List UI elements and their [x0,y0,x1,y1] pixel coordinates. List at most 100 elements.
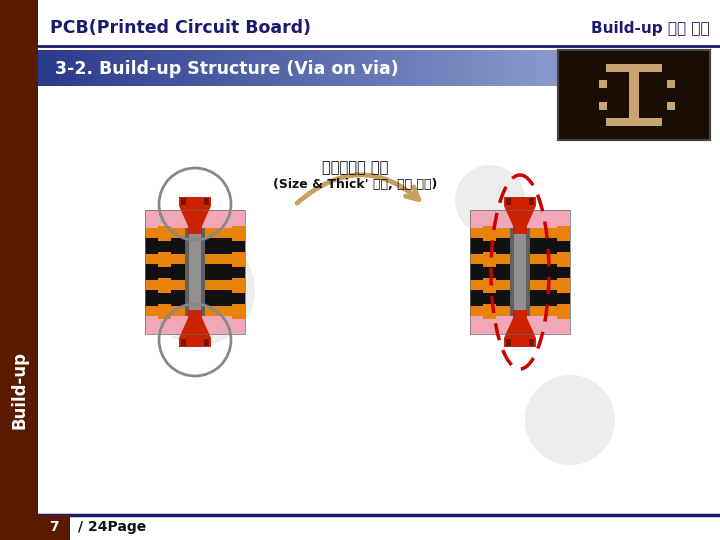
Bar [209,50,211,86]
Bar [287,50,290,86]
Bar [415,50,417,86]
Bar [163,50,166,86]
Bar [267,50,269,86]
Text: 3-2. Build-up Structure (Via on via): 3-2. Build-up Structure (Via on via) [55,60,399,78]
Bar [57,50,59,86]
Bar [452,50,454,86]
Bar [161,50,163,86]
Bar [498,50,500,86]
Bar [179,50,182,86]
Bar [46,50,49,86]
Bar [244,50,246,86]
Bar [282,50,284,86]
Bar [400,50,402,86]
Bar [92,50,94,86]
Bar [456,50,459,86]
Bar [321,50,323,86]
Bar [470,306,570,316]
Bar [38,50,40,86]
Bar [510,238,530,254]
Bar [470,238,570,254]
Bar [340,50,342,86]
Bar [512,50,515,86]
Bar [420,50,423,86]
Bar [231,50,234,86]
Bar [150,50,153,86]
Bar [408,50,411,86]
Bar [200,50,203,86]
Bar [273,50,276,86]
Bar [437,50,440,86]
Bar [483,226,496,241]
Bar [142,50,145,86]
Bar [73,50,76,86]
Bar [48,50,51,86]
Bar [289,50,292,86]
Bar [385,50,388,86]
Bar [510,290,530,306]
Circle shape [525,375,615,465]
Text: Build-up: Build-up [10,351,28,429]
Bar [513,310,527,318]
Bar [508,50,510,86]
Bar [470,280,570,290]
Bar [529,198,534,205]
Bar [145,210,245,334]
Bar [506,198,511,205]
Bar [323,50,325,86]
Bar [185,280,205,290]
Bar [537,50,540,86]
Bar [38,515,70,540]
Bar [185,264,205,280]
Bar [446,50,449,86]
Bar [179,338,211,347]
Bar [470,254,570,264]
Bar [546,50,548,86]
Bar [211,50,213,86]
Bar [308,50,311,86]
Bar [331,50,334,86]
Bar [348,50,351,86]
Bar [179,197,211,206]
Bar [364,50,367,86]
Bar [493,50,496,86]
Text: PCB(Printed Circuit Board): PCB(Printed Circuit Board) [50,19,311,37]
Bar [462,50,465,86]
Bar [599,80,607,88]
Bar [413,50,415,86]
Bar [99,50,101,86]
Bar [53,50,55,86]
Bar [629,72,639,118]
Bar [225,50,228,86]
Bar [525,50,527,86]
Bar [470,228,570,238]
Bar [158,278,171,293]
Bar [492,50,494,86]
Bar [548,50,550,86]
Bar [185,228,205,238]
Bar [232,278,245,293]
Bar [343,50,346,86]
Bar [483,50,486,86]
Bar [469,50,471,86]
Bar [145,290,245,306]
Bar [504,338,536,347]
Bar [80,50,82,86]
Bar [350,50,353,86]
Bar [261,50,263,86]
Bar [450,50,452,86]
Bar [312,50,315,86]
Bar [467,50,469,86]
Bar [667,102,675,110]
Bar [369,50,372,86]
Circle shape [145,235,255,345]
Bar [458,50,461,86]
Bar [377,50,379,86]
Bar [302,50,305,86]
Bar [130,50,132,86]
Bar [185,254,205,264]
Bar [140,50,143,86]
Bar [65,50,68,86]
Bar [474,50,477,86]
Bar [44,50,47,86]
